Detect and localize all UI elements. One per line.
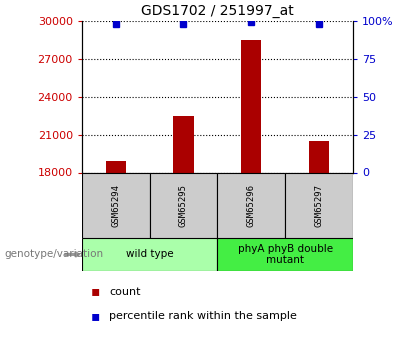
Text: ▪: ▪ [90, 285, 100, 298]
Bar [218, 172, 285, 238]
Text: GSM65297: GSM65297 [315, 184, 323, 227]
Text: genotype/variation: genotype/variation [4, 249, 103, 259]
Text: count: count [109, 287, 141, 296]
Bar [218, 238, 353, 271]
Text: ▪: ▪ [90, 309, 100, 323]
Text: wild type: wild type [126, 249, 173, 259]
Text: percentile rank within the sample: percentile rank within the sample [109, 311, 297, 321]
Bar [150, 172, 218, 238]
Bar [173, 116, 194, 172]
Text: GSM65295: GSM65295 [179, 184, 188, 227]
Text: GSM65294: GSM65294 [111, 184, 120, 227]
Bar [82, 238, 218, 271]
Bar [241, 40, 261, 173]
Text: phyA phyB double
mutant: phyA phyB double mutant [238, 244, 333, 265]
Text: GSM65296: GSM65296 [247, 184, 256, 227]
Bar [309, 141, 329, 172]
Bar [82, 172, 150, 238]
Title: GDS1702 / 251997_at: GDS1702 / 251997_at [141, 4, 294, 18]
Bar [285, 172, 353, 238]
Bar [105, 161, 126, 172]
